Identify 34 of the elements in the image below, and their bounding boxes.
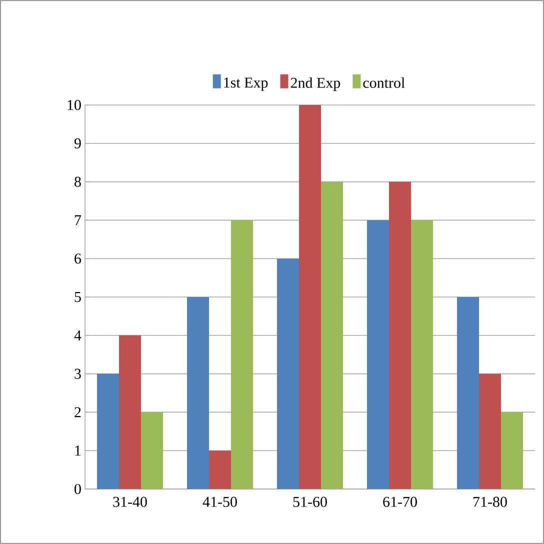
y-tick-label: 4 (74, 330, 82, 340)
bar (457, 297, 479, 489)
bar (97, 374, 119, 489)
y-tick-label: 1 (75, 446, 81, 456)
x-tick-label: 71-80 (473, 496, 507, 507)
y-tick-label: 9 (74, 138, 81, 148)
y-tick-label: 3 (74, 368, 81, 379)
x-tick-label: 41-50 (202, 496, 237, 507)
y-tick-label: 6 (74, 254, 82, 264)
bar (231, 220, 253, 489)
y-tick-label: 5 (74, 292, 81, 302)
legend-label: 2nd Exp (290, 77, 340, 91)
y-tick-label: 0 (74, 484, 81, 494)
bar (389, 182, 411, 489)
bar (141, 412, 163, 489)
bar (321, 182, 344, 489)
x-tick-label: 51-60 (293, 496, 327, 507)
bar (119, 335, 141, 489)
y-tick-label: 7 (74, 215, 82, 226)
x-tick-label: 61-70 (383, 496, 417, 507)
bar (367, 220, 389, 489)
x-tick-label: 31-40 (113, 496, 147, 507)
bar (187, 297, 209, 489)
bar (209, 450, 231, 489)
legend-label: 1st Exp (224, 78, 268, 91)
y-tick-label: 10 (68, 100, 81, 110)
y-tick-label: 2 (74, 407, 81, 418)
bar (299, 104, 322, 489)
bar (277, 258, 299, 489)
bar (501, 412, 523, 489)
legend-label: control (363, 77, 405, 88)
bar (411, 220, 434, 489)
y-tick-label: 8 (74, 176, 81, 187)
bar (479, 374, 501, 489)
